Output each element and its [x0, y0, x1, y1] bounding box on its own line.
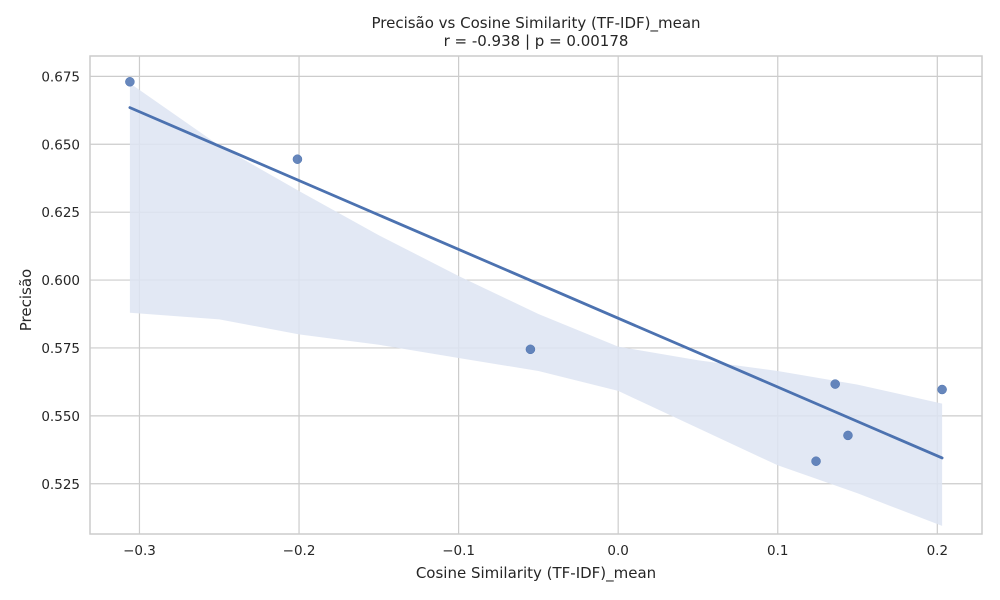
confidence-band	[129, 83, 943, 526]
x-tick-label: −0.2	[283, 543, 316, 559]
chart-subtitle: r = -0.938 | p = 0.00178	[443, 32, 629, 50]
y-axis-label-container: Precisão	[14, 200, 38, 400]
x-tick-label: 0.2	[927, 543, 948, 559]
y-tick-label: 0.575	[41, 341, 80, 357]
data-point	[292, 154, 303, 164]
regression-line	[128, 106, 944, 460]
x-tick-label: −0.1	[442, 543, 475, 559]
y-tick-label: 0.625	[41, 205, 80, 221]
x-axis-label: Cosine Similarity (TF-IDF)_mean	[415, 564, 657, 582]
plot-border	[89, 55, 983, 535]
x-tick-label: 0.1	[767, 543, 788, 559]
data-point	[937, 384, 947, 395]
y-tick-label: 0.525	[41, 477, 80, 493]
tick-labels: −0.3 −0.2 −0.1 0.0 0.1 0.2 0.525 0.550 0.575 0.60…	[41, 69, 948, 559]
data-point	[830, 379, 840, 389]
x-tick-label: 0.0	[607, 543, 628, 559]
chart-title: Precisão vs Cosine Similarity (TF-IDF)_m…	[371, 14, 701, 32]
y-tick-label: 0.650	[41, 137, 80, 153]
y-axis-label: Precisão	[17, 268, 35, 332]
confidence-band-layer	[129, 83, 943, 526]
y-tick-label: 0.600	[41, 273, 80, 289]
plot-frame	[89, 55, 983, 535]
data-point	[843, 430, 853, 441]
regression-line-layer	[128, 106, 944, 460]
y-tick-label: 0.675	[41, 69, 80, 85]
data-points-layer	[125, 77, 947, 466]
data-point	[811, 456, 821, 466]
data-point	[525, 344, 536, 355]
y-tick-label: 0.550	[41, 409, 80, 425]
data-point	[125, 77, 135, 87]
x-tick-label: −0.3	[123, 543, 156, 559]
